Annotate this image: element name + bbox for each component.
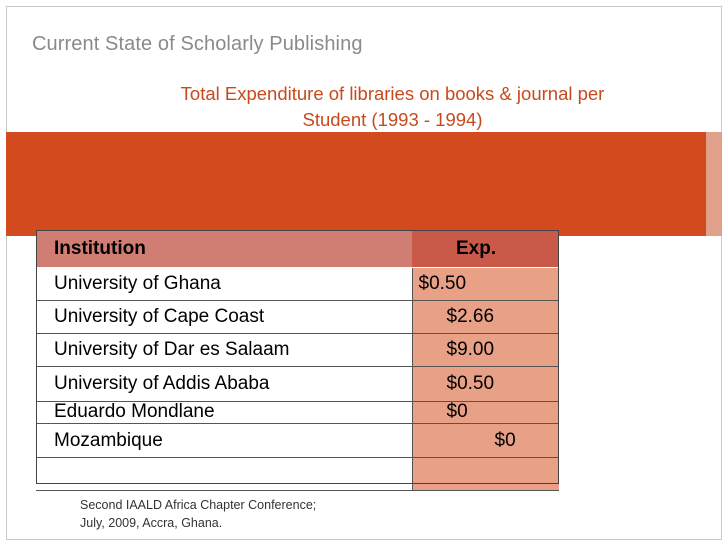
table-header-row: Institution Exp.: [36, 230, 559, 268]
cell-institution: University of Addis Ababa: [36, 366, 413, 402]
cell-exp: $9.00: [412, 333, 559, 367]
table-row: Eduardo Mondlane $0: [36, 401, 559, 424]
cell-exp: $0.50: [412, 267, 559, 301]
table-row: University of Dar es Salaam $9.00: [36, 333, 559, 367]
table-row: [36, 457, 559, 491]
header-title: Current State of Scholarly Publishing: [32, 33, 363, 55]
table-row: University of Addis Ababa $0.50: [36, 366, 559, 402]
footer-line-1: Second IAALD Africa Chapter Conference;: [80, 498, 317, 512]
cell-exp: $0: [412, 423, 559, 458]
table-row: Mozambique $0: [36, 423, 559, 458]
cell-exp: $0: [412, 401, 559, 424]
cell-exp: $0.50: [412, 366, 559, 402]
title-band-edge: [706, 132, 722, 236]
slide-subtitle: Total Expenditure of libraries on books …: [110, 81, 675, 133]
cell-institution: University of Cape Coast: [36, 300, 413, 334]
header-exp: Exp.: [412, 230, 559, 268]
subtitle-line-2: Student (1993 - 1994): [302, 109, 483, 130]
cell-institution: University of Dar es Salaam: [36, 333, 413, 367]
table-row: University of Cape Coast $2.66: [36, 300, 559, 334]
subtitle-line-1: Total Expenditure of libraries on books …: [180, 83, 605, 104]
cell-institution: [36, 457, 413, 491]
cell-institution: University of Ghana: [36, 267, 413, 301]
header-institution: Institution: [36, 230, 412, 268]
cell-exp: $2.66: [412, 300, 559, 334]
slide-frame: [6, 6, 722, 540]
expenditure-table: Institution Exp. University of Ghana $0.5…: [36, 230, 559, 491]
cell-institution: Mozambique: [36, 423, 413, 458]
title-band: [6, 132, 722, 236]
footer-line-2: July, 2009, Accra, Ghana.: [80, 516, 223, 530]
cell-exp: [412, 457, 559, 491]
cell-institution: Eduardo Mondlane: [36, 401, 413, 424]
table-row: University of Ghana $0.50: [36, 267, 559, 301]
footer-citation: Second IAALD Africa Chapter Conference; …: [80, 496, 316, 532]
